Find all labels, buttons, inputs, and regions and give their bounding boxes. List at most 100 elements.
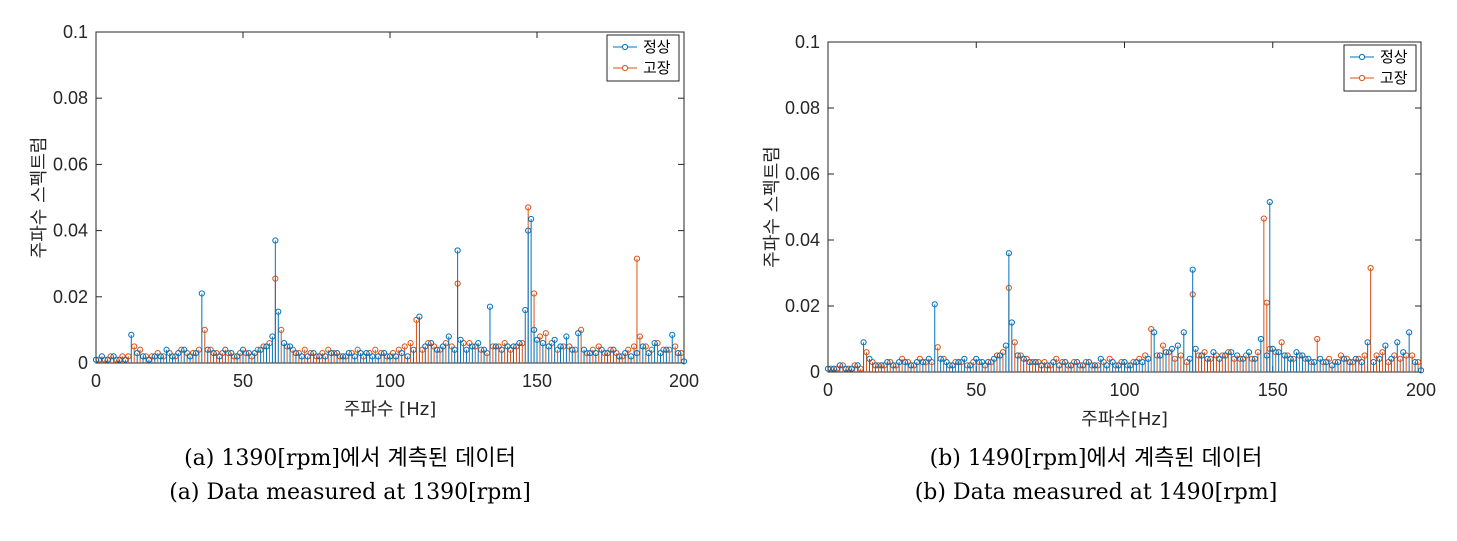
y-axis-label: 주파수 스펙트럼 — [762, 146, 783, 268]
x-tick-label: 150 — [522, 371, 552, 391]
stem-marker — [1032, 359, 1039, 366]
stem-marker — [1340, 355, 1348, 362]
stem-marker — [528, 215, 535, 223]
stem-marker — [475, 340, 482, 347]
stem-marker — [404, 353, 411, 360]
caption-b-korean: (b) 1490[rpm]에서 계측된 데이터 — [929, 446, 1263, 471]
stem-marker — [1192, 345, 1199, 352]
stem-marker — [1151, 329, 1158, 336]
stem-marker — [633, 349, 641, 357]
stem-marker — [245, 349, 252, 357]
x-tick-label: 200 — [669, 371, 699, 391]
stem-marker — [657, 349, 664, 357]
stem-marker — [151, 353, 158, 360]
stem-marker — [1328, 362, 1336, 369]
stem-marker — [1180, 329, 1187, 336]
stem-marker — [1358, 359, 1365, 366]
stem-marker — [955, 359, 962, 366]
stem-marker — [410, 346, 417, 353]
stem-marker — [181, 346, 188, 353]
stem-marker — [919, 359, 926, 366]
stem-marker — [98, 353, 105, 360]
stem-marker — [1400, 349, 1407, 356]
caption-a-korean: (a) 1390[rpm]에서 계측된 데이터 — [184, 446, 516, 471]
x-axis-label: 주파수[Hz] — [1081, 409, 1168, 430]
stem-marker — [1062, 359, 1069, 366]
stem-marker — [469, 343, 476, 350]
stem-marker — [1299, 352, 1306, 359]
stem-marker — [239, 346, 247, 353]
caption-b-english: (b) Data measured at 1490[rpm] — [914, 480, 1278, 505]
stem-marker — [128, 331, 135, 338]
stem-marker — [445, 333, 452, 340]
stem-marker — [234, 353, 241, 360]
stem-marker — [1139, 359, 1146, 366]
stem-marker — [931, 301, 938, 308]
stem-marker — [557, 343, 564, 350]
stem-marker — [1287, 355, 1294, 362]
stem-marker — [1352, 355, 1359, 362]
stem-marker — [504, 343, 511, 350]
stem-marker — [372, 346, 379, 353]
stem-marker — [896, 359, 903, 366]
stem-marker — [580, 346, 588, 353]
stem-marker — [454, 247, 461, 254]
x-tick-label: 50 — [233, 371, 253, 391]
legend-marker — [1358, 53, 1366, 61]
stem-marker — [163, 346, 170, 353]
stem-marker — [1376, 355, 1383, 362]
stem-marker — [937, 355, 944, 362]
stem-marker — [598, 346, 605, 353]
stem-marker — [1103, 362, 1110, 369]
stem-marker — [316, 353, 323, 360]
stem-marker — [872, 362, 879, 369]
stem-marker — [510, 343, 517, 350]
stem-marker — [663, 346, 670, 353]
series-normal — [824, 198, 1425, 374]
stem-marker — [990, 355, 998, 362]
stem-marker — [592, 349, 599, 357]
stem-marker — [222, 346, 229, 353]
stem-marker — [1050, 359, 1057, 366]
y-tick-label: 0.1 — [795, 32, 820, 52]
stem-marker — [533, 336, 541, 343]
stem-marker — [1364, 339, 1371, 346]
stem-marker — [860, 339, 867, 346]
y-axis-label: 주파수 스펙트럼 — [29, 137, 50, 259]
y-tick-label: 0.02 — [53, 287, 88, 307]
stem-marker — [428, 340, 435, 347]
stem-marker — [486, 303, 494, 310]
stem-marker — [1156, 352, 1164, 359]
stem-marker — [407, 340, 414, 347]
stem-marker — [139, 353, 147, 360]
x-axis-label: 주파수 [Hz] — [344, 399, 436, 420]
stem-marker — [433, 346, 441, 353]
stem-marker — [1323, 359, 1330, 366]
stem-marker — [1091, 362, 1098, 369]
stem-marker — [961, 355, 968, 362]
stem-marker — [1334, 359, 1342, 366]
stem-marker — [1204, 355, 1211, 362]
stem-marker — [1269, 345, 1276, 352]
stem-marker — [281, 340, 288, 347]
stem-marker — [525, 204, 532, 211]
stem-marker — [651, 340, 658, 347]
legend-label: 정상 — [1380, 48, 1408, 66]
stem-marker — [1115, 362, 1122, 369]
stem-marker — [381, 349, 388, 357]
stem-marker — [1145, 355, 1152, 362]
stem-marker — [913, 359, 921, 366]
stem-marker — [907, 362, 915, 369]
stem-marker — [925, 355, 932, 362]
y-tick-label: 0.08 — [53, 88, 88, 108]
y-tick-label: 0.04 — [53, 221, 88, 241]
stem-marker — [1174, 342, 1181, 349]
stem-marker — [1008, 319, 1015, 326]
legend-label: 고장 — [1380, 69, 1408, 87]
stem-marker — [967, 362, 974, 369]
stem-marker — [92, 356, 100, 363]
stem-marker — [645, 349, 652, 357]
stem-marker — [1257, 335, 1264, 343]
